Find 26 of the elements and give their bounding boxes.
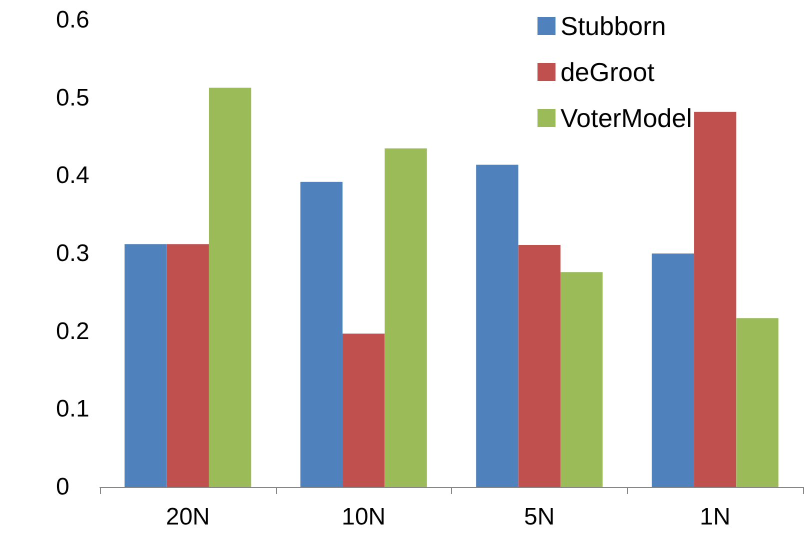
bar bbox=[736, 318, 778, 487]
x-tick-label: 1N bbox=[700, 504, 730, 530]
bar bbox=[300, 182, 343, 487]
x-tick-label: 5N bbox=[524, 504, 555, 530]
y-tick-label: 0.5 bbox=[56, 84, 90, 112]
y-tick-label: 0.3 bbox=[56, 240, 90, 267]
bar bbox=[384, 148, 427, 487]
bar bbox=[652, 254, 694, 487]
x-tick-label: 10N bbox=[342, 504, 386, 530]
y-tick-label: 0.4 bbox=[56, 162, 90, 190]
y-tick-label: 0 bbox=[56, 474, 70, 500]
bar bbox=[694, 112, 736, 487]
y-tick-label: 0.2 bbox=[56, 318, 90, 345]
legend-label: VoterModel bbox=[560, 103, 692, 133]
legend-label: Stubborn bbox=[560, 11, 666, 41]
bar bbox=[166, 244, 209, 487]
bar bbox=[476, 164, 518, 487]
y-tick-label: 0.6 bbox=[56, 6, 90, 34]
bar bbox=[342, 334, 385, 487]
bar bbox=[124, 244, 167, 487]
x-tick-label: 20N bbox=[166, 504, 210, 530]
bar bbox=[208, 88, 252, 487]
legend-label: deGroot bbox=[560, 57, 656, 87]
bar bbox=[518, 244, 560, 487]
y-tick-label: 0.1 bbox=[56, 396, 90, 423]
bar bbox=[560, 272, 603, 487]
